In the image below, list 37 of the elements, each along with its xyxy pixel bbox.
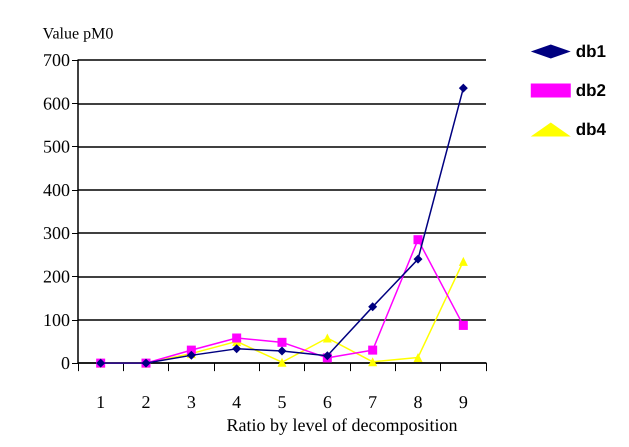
- point: [458, 256, 468, 266]
- y-tick-label: 200: [43, 266, 70, 286]
- x-tick-label: 6: [322, 392, 332, 412]
- x-tick-label: 7: [368, 392, 378, 412]
- y-axis-title: Value pM0: [42, 26, 114, 42]
- legend-label: db2: [576, 81, 606, 100]
- x-tick-label: 3: [186, 392, 196, 412]
- point: [414, 352, 422, 362]
- point: [278, 358, 286, 367]
- x-axis-title: Ratio by level of decomposition: [226, 415, 458, 435]
- point: [458, 84, 468, 93]
- point: [458, 320, 468, 330]
- y-tick-label: 500: [43, 136, 70, 157]
- point: [278, 346, 286, 356]
- x-tick-label: 4: [232, 392, 242, 412]
- y-tick-label: 700: [43, 50, 70, 70]
- point: [278, 338, 286, 347]
- y-tick-label: 300: [43, 223, 70, 244]
- x-tick-label: 1: [96, 392, 106, 412]
- point: [414, 235, 422, 244]
- point: [368, 357, 378, 366]
- x-tick-label: 9: [458, 392, 468, 412]
- x-tick-label: 2: [142, 392, 150, 412]
- y-tick-label: 400: [43, 180, 70, 200]
- point: [232, 333, 242, 342]
- x-tick-label: 5: [278, 392, 286, 412]
- y-tick-label: 100: [43, 310, 70, 330]
- x-tick-label: 8: [414, 392, 422, 412]
- y-tick-label: 600: [43, 93, 70, 114]
- legend-label: db4: [576, 120, 607, 139]
- point: [322, 333, 332, 342]
- legend-label: db1: [576, 42, 606, 61]
- point: [368, 346, 378, 355]
- y-tick-label: 0: [61, 353, 70, 374]
- point: [232, 344, 242, 354]
- point: [414, 254, 422, 264]
- point: [368, 302, 378, 312]
